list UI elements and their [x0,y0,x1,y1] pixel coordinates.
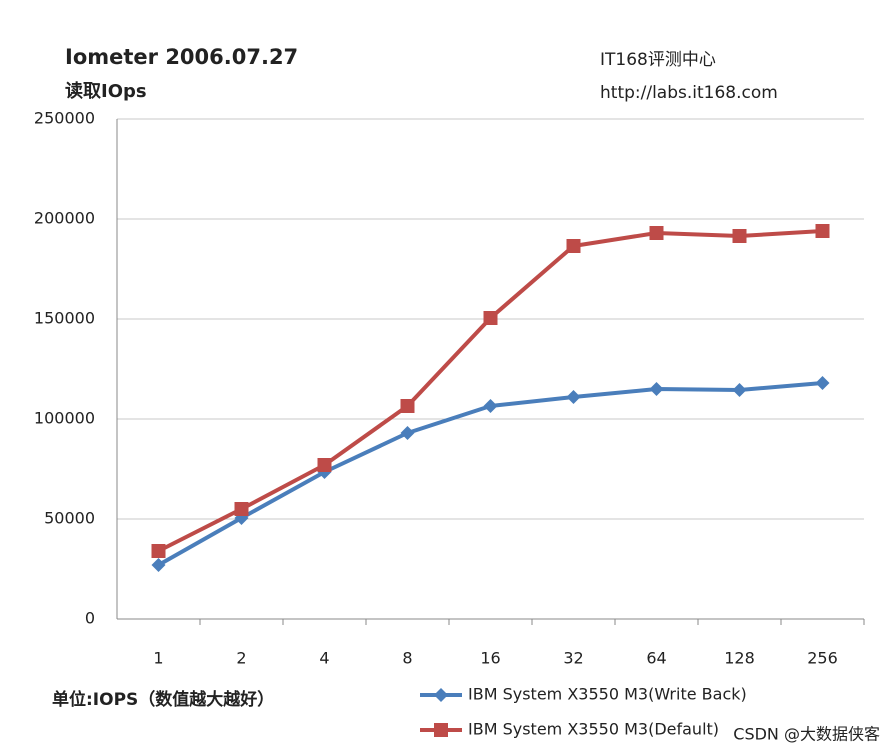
x-tick-label: 4 [319,649,329,668]
data-point [234,502,249,516]
unit-note: 单位:IOPS（数值越大越好） [52,689,274,710]
chart-title: Iometer 2006.07.27 [65,45,298,69]
y-tick-label: 150000 [34,309,95,328]
y-tick-label: 100000 [34,409,95,428]
data-point [483,399,498,413]
data-point [649,382,664,396]
y-tick-label: 0 [85,609,95,628]
x-tick-label: 1 [153,649,163,668]
chart-subtitle: 读取IOps [65,80,147,102]
annotation: IT168评测中心 [600,50,716,70]
legend-label: IBM System X3550 M3(Write Back) [468,685,747,704]
data-point [317,458,332,472]
data-point [483,311,498,325]
x-tick-label: 2 [236,649,246,668]
watermark: CSDN @大数据侠客 [733,725,880,744]
data-point [151,544,166,558]
annotation: http://labs.it168.com [600,83,778,103]
legend-marker [434,688,448,702]
x-tick-label: 32 [563,649,583,668]
data-point [815,224,830,238]
y-tick-label: 250000 [34,109,95,128]
data-point [732,229,747,243]
x-tick-label: 64 [646,649,666,668]
data-point [732,383,747,397]
y-tick-label: 200000 [34,209,95,228]
x-tick-label: 8 [402,649,412,668]
data-point [649,226,664,240]
y-tick-label: 50000 [44,509,95,528]
data-point [151,558,166,572]
x-tick-label: 256 [807,649,838,668]
x-tick-label: 16 [480,649,500,668]
x-tick-label: 128 [724,649,755,668]
data-point [400,399,415,413]
data-point [566,390,581,404]
legend-label: IBM System X3550 M3(Default) [468,720,719,739]
data-point [400,426,415,440]
legend-marker [434,723,448,737]
data-point [566,239,581,253]
data-point [815,376,830,390]
